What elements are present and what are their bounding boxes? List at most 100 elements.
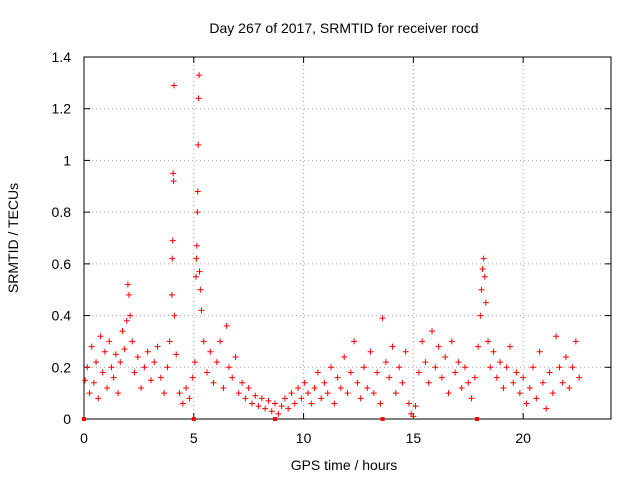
data-point xyxy=(169,237,176,244)
y-tick-label: 0 xyxy=(63,411,71,427)
data-point xyxy=(396,364,403,371)
data-point xyxy=(106,338,113,345)
data-point xyxy=(382,359,389,366)
data-point xyxy=(410,413,417,420)
data-point xyxy=(311,384,318,391)
data-point xyxy=(232,353,239,360)
data-point xyxy=(86,390,93,397)
data-point xyxy=(475,343,482,350)
data-point xyxy=(166,338,173,345)
data-point xyxy=(331,400,338,407)
data-point xyxy=(186,395,193,402)
data-point xyxy=(168,291,175,298)
x-axis-marker xyxy=(191,417,196,421)
data-point xyxy=(510,379,517,386)
data-point xyxy=(157,374,164,381)
data-point xyxy=(171,312,178,319)
data-point xyxy=(198,307,205,314)
data-point xyxy=(490,348,497,355)
data-point xyxy=(445,390,452,397)
data-point xyxy=(536,348,543,355)
data-point xyxy=(82,377,89,384)
data-point xyxy=(379,315,386,322)
data-point xyxy=(112,351,119,358)
x-axis-marks xyxy=(82,417,480,421)
data-point xyxy=(242,395,249,402)
data-point xyxy=(225,364,232,371)
data-point xyxy=(301,379,308,386)
data-point xyxy=(123,317,130,324)
data-point xyxy=(275,410,282,417)
data-point xyxy=(173,351,180,358)
data-point xyxy=(115,390,122,397)
data-point xyxy=(351,338,358,345)
data-point xyxy=(314,369,321,376)
data-point xyxy=(192,273,199,280)
data-point xyxy=(196,72,203,79)
data-point xyxy=(402,348,409,355)
data-point xyxy=(452,369,459,376)
data-point xyxy=(131,369,138,376)
y-tick-label: 0.8 xyxy=(52,204,72,220)
data-point xyxy=(124,281,131,288)
x-axis-label: GPS time / hours xyxy=(291,457,398,473)
data-point xyxy=(110,374,117,381)
data-point xyxy=(84,364,91,371)
data-point xyxy=(347,369,354,376)
data-point xyxy=(497,359,504,366)
data-point xyxy=(169,255,176,262)
data-point xyxy=(392,390,399,397)
data-point xyxy=(523,400,530,407)
y-tick-label: 0.4 xyxy=(52,308,72,324)
data-point xyxy=(258,395,265,402)
data-point xyxy=(576,374,583,381)
data-point xyxy=(144,348,151,355)
data-point xyxy=(485,338,492,345)
data-point xyxy=(448,338,455,345)
data-point xyxy=(328,364,335,371)
data-point xyxy=(425,379,432,386)
data-point xyxy=(412,403,419,410)
data-point xyxy=(465,379,472,386)
data-point xyxy=(101,348,108,355)
data-point xyxy=(213,359,220,366)
data-point xyxy=(229,374,236,381)
data-point xyxy=(566,384,573,391)
y-tick-label: 1.2 xyxy=(52,101,72,117)
data-point xyxy=(374,369,381,376)
data-point xyxy=(272,400,279,407)
data-point xyxy=(481,273,488,280)
data-point xyxy=(281,395,288,402)
data-point xyxy=(195,95,202,102)
data-point xyxy=(324,390,331,397)
data-point xyxy=(134,353,141,360)
data-point xyxy=(487,364,494,371)
data-point xyxy=(252,392,259,399)
data-point xyxy=(220,384,227,391)
x-axis-marker xyxy=(82,417,86,421)
data-point xyxy=(235,390,242,397)
data-point xyxy=(93,359,100,366)
data-point xyxy=(543,405,550,412)
data-point xyxy=(239,379,246,386)
data-point xyxy=(176,390,183,397)
data-point xyxy=(196,268,203,275)
data-point xyxy=(193,255,200,262)
y-tick-label: 0.6 xyxy=(52,256,72,272)
data-point xyxy=(248,400,255,407)
data-point xyxy=(127,312,134,319)
plot-frame xyxy=(83,56,612,420)
data-point xyxy=(438,374,445,381)
data-point xyxy=(533,395,540,402)
data-point xyxy=(399,379,406,386)
data-point xyxy=(99,369,106,376)
data-point xyxy=(183,384,190,391)
data-point xyxy=(389,343,396,350)
x-axis-marker xyxy=(380,417,385,421)
data-point xyxy=(119,328,126,335)
data-point xyxy=(429,328,436,335)
data-point xyxy=(193,242,200,249)
data-point xyxy=(126,291,133,298)
